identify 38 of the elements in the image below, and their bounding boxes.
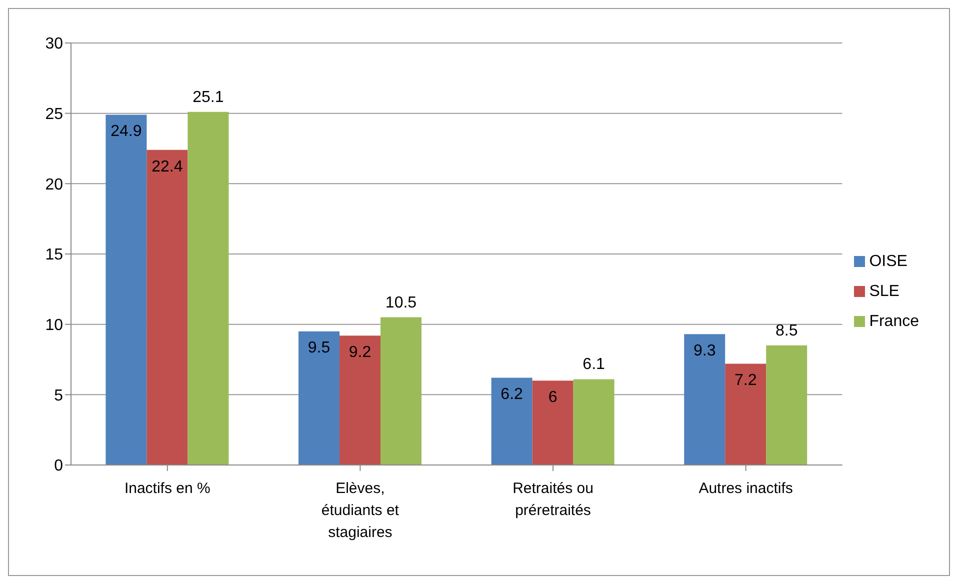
- bar: [380, 317, 422, 465]
- bar: [298, 331, 340, 465]
- data-label: 22.4: [152, 158, 183, 176]
- bar: [146, 150, 188, 465]
- data-label: 9.3: [693, 342, 716, 360]
- data-label: 9.2: [348, 344, 372, 361]
- bar: [491, 378, 532, 465]
- x-tick-label: Inactifs en %: [124, 480, 210, 497]
- data-label: 8.5: [775, 322, 798, 340]
- data-label: 6.2: [500, 386, 524, 404]
- data-label: 25.1: [192, 88, 224, 106]
- data-label: 10.5: [385, 294, 417, 312]
- data-label: 9.5: [308, 340, 330, 357]
- legend-label: OISE: [869, 253, 908, 270]
- bar: [766, 345, 808, 465]
- y-tick-label: 20: [45, 176, 64, 194]
- bar: [106, 114, 147, 465]
- legend-label: France: [869, 313, 919, 330]
- bar: [725, 364, 766, 465]
- data-label: 6: [548, 388, 558, 406]
- data-label: 6.1: [582, 356, 606, 374]
- x-tick-label: Elèves, étudiants et stagiaires: [321, 480, 400, 541]
- x-tick-label: Retraités ou préretraités: [512, 480, 594, 519]
- legend-label: SLE: [869, 283, 900, 300]
- bar: [684, 334, 726, 465]
- x-tick-label: Autres inactifs: [698, 480, 793, 497]
- data-label: 24.9: [110, 123, 142, 140]
- data-label: 7.2: [734, 372, 757, 390]
- y-tick-label: 25: [45, 106, 64, 124]
- y-tick-label: 30: [45, 36, 64, 53]
- y-tick-label: 0: [54, 458, 64, 475]
- y-tick-label: 5: [54, 387, 64, 404]
- bar: [573, 379, 614, 465]
- bar: [532, 380, 574, 465]
- y-tick-label: 15: [45, 246, 64, 264]
- y-tick-label: 10: [45, 317, 64, 334]
- bar: [188, 112, 229, 465]
- bar: [340, 336, 381, 465]
